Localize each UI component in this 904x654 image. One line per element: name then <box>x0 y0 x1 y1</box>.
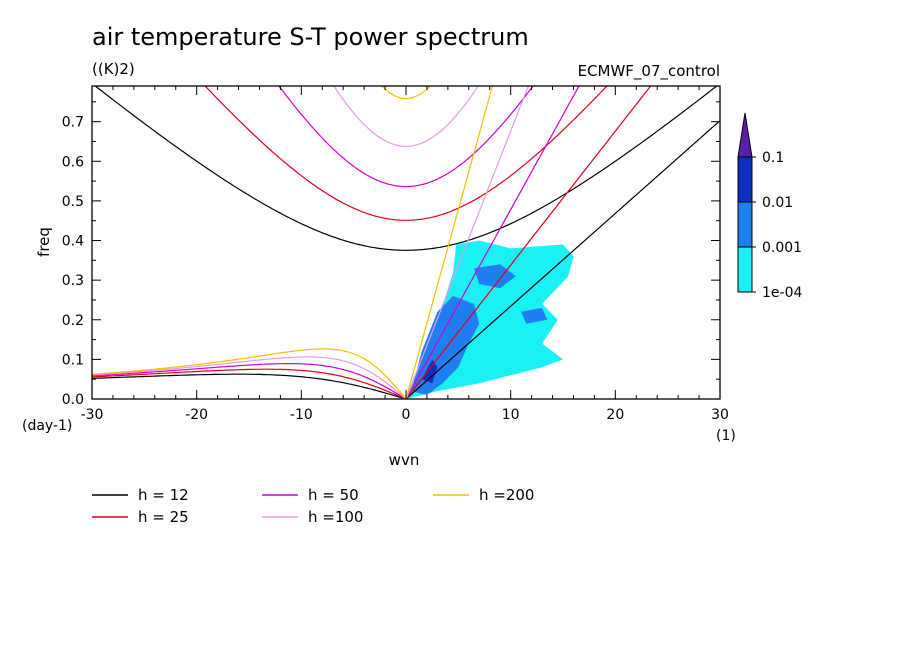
kelvin-curve-h12 <box>405 120 720 399</box>
x-tick-label: 20 <box>606 407 624 423</box>
legend-label: h = 25 <box>138 508 189 526</box>
x-tick-label: -30 <box>81 407 104 423</box>
y-axis-label: freq <box>35 227 53 257</box>
rossby-curve-h100 <box>92 356 407 399</box>
colorbar-segment <box>737 246 753 293</box>
colorbar-label: 0.01 <box>762 195 793 211</box>
inertia-gravity-curve-h100 <box>333 86 479 147</box>
chart-title: air temperature S-T power spectrum <box>92 23 529 51</box>
legend-label: h =100 <box>308 508 363 526</box>
colorbar-arrow <box>737 112 753 158</box>
y-tick-label: 0.6 <box>62 154 84 170</box>
x-axis-ticks: -30 -20 -10 0 10 20 30 <box>81 86 729 423</box>
colorbar-label: 1e-04 <box>762 285 802 301</box>
dispersion-curves <box>92 86 720 399</box>
legend: h = 12 h = 25 h = 50 h =100 h =200 <box>92 486 534 526</box>
x-tick-label: -10 <box>290 407 313 423</box>
power-region-3 <box>521 307 548 324</box>
inertia-gravity-curve-h12 <box>94 86 718 251</box>
legend-label: h = 12 <box>138 486 189 504</box>
colorbar-segment <box>737 156 753 203</box>
plot-frame <box>91 85 721 400</box>
y-tick-label: 0.3 <box>62 273 84 289</box>
kelvin-curve-h100 <box>405 86 529 399</box>
x-tick-label: 10 <box>502 407 520 423</box>
inertia-gravity-curve-h200 <box>380 86 432 100</box>
x-axis-label: wvn <box>389 451 420 469</box>
power-region-2 <box>474 264 516 289</box>
inertia-gravity-curve-h50 <box>278 86 534 188</box>
y-tick-label: 0.2 <box>62 313 84 329</box>
y-tick-label: 0.4 <box>62 234 84 250</box>
x-tick-label: -20 <box>185 407 208 423</box>
legend-label: h = 50 <box>308 486 359 504</box>
y-tick-label: 0.7 <box>62 115 84 131</box>
colorbar-label: 0.001 <box>762 240 802 256</box>
x-unit-label: (1) <box>716 428 736 444</box>
kelvin-curve-h25 <box>405 86 652 399</box>
colorbar: 0.1 0.01 0.001 1e-04 <box>737 112 802 301</box>
colorbar-label: 0.1 <box>762 150 784 166</box>
shaded-regions <box>406 240 574 399</box>
x-tick-label: 30 <box>711 407 729 423</box>
rossby-curve-h50 <box>92 363 407 399</box>
kelvin-curve-h200 <box>405 86 494 399</box>
y-tick-label: 0.0 <box>62 392 84 408</box>
power-region-4 <box>421 359 438 384</box>
rossby-curve-h200 <box>92 348 407 399</box>
y-unit-label: (day-1) <box>22 418 72 434</box>
legend-label: h =200 <box>479 486 534 504</box>
rossby-curve-h25 <box>92 368 407 399</box>
units-label: ((K)2) <box>92 60 135 78</box>
inertia-gravity-curve-h25 <box>204 86 608 221</box>
y-axis-ticks: 0.0 0.1 0.2 0.3 0.4 0.5 0.6 0.7 <box>62 101 720 408</box>
x-tick-label: 0 <box>402 407 411 423</box>
colorbar-segment <box>737 201 753 248</box>
run-label: ECMWF_07_control <box>578 62 720 81</box>
rossby-curve-h12 <box>92 373 407 399</box>
y-tick-label: 0.5 <box>62 194 84 210</box>
y-tick-label: 0.1 <box>62 352 84 368</box>
kelvin-curve-h50 <box>405 86 580 399</box>
